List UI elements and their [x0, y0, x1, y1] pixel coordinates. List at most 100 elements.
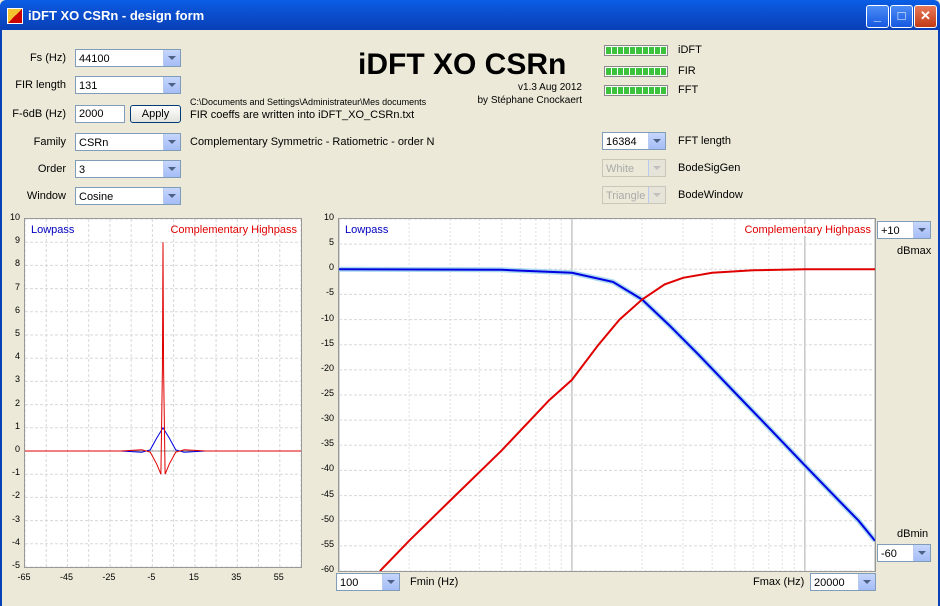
- coeffs-text: FIR coeffs are written into iDFT_XO_CSRn…: [190, 109, 415, 121]
- apply-button[interactable]: Apply: [130, 105, 181, 123]
- fir-length-value: 131: [79, 80, 98, 92]
- close-button[interactable]: ✕: [914, 5, 937, 28]
- chevron-down-icon[interactable]: [913, 222, 930, 238]
- impulse-legend-lowpass: Lowpass: [31, 224, 75, 236]
- chevron-down-icon[interactable]: [163, 161, 180, 177]
- chevron-down-icon[interactable]: [913, 545, 930, 561]
- bode-chart-svg: [338, 218, 877, 572]
- impulse-y-tick: 2: [14, 397, 20, 408]
- bode-legend-highpass: Complementary Highpass: [744, 224, 871, 236]
- minimize-button[interactable]: _: [866, 5, 889, 28]
- fmax-value: 20000: [814, 577, 845, 589]
- fmin-label: Fmin (Hz): [410, 576, 459, 588]
- bode-chart: Lowpass Complementary Highpass: [338, 218, 877, 572]
- fft-length-value: 16384: [606, 136, 637, 148]
- chevron-down-icon[interactable]: [648, 160, 665, 176]
- bodesiggen-value: White: [606, 163, 635, 175]
- family-description: Complementary Symmetric - Ratiometric - …: [190, 136, 435, 148]
- bode-y-tick: -25: [320, 388, 334, 398]
- window-combo[interactable]: Cosine: [75, 187, 181, 205]
- chevron-down-icon[interactable]: [163, 50, 180, 66]
- f6db-input[interactable]: 2000: [75, 105, 125, 123]
- bode-y-tick: -55: [320, 538, 334, 549]
- bode-y-tick: -45: [320, 488, 334, 499]
- window-title: iDFT XO CSRn - design form: [28, 8, 205, 23]
- fft-progress: [604, 85, 668, 96]
- bode-y-tick: -20: [320, 362, 334, 373]
- impulse-y-tick: -2: [11, 490, 20, 501]
- fir-length-label: FIR length: [15, 79, 66, 91]
- impulse-y-tick: -4: [11, 536, 20, 547]
- impulse-y-tick: -5: [11, 560, 20, 570]
- chevron-down-icon[interactable]: [163, 77, 180, 93]
- impulse-y-tick: 9: [14, 235, 20, 246]
- chevron-down-icon[interactable]: [382, 574, 399, 590]
- fmax-combo[interactable]: 20000: [810, 573, 876, 591]
- impulse-y-tick: 0: [14, 444, 20, 454]
- lowpass-impulse-series: [25, 426, 301, 453]
- impulse-x-tick: 15: [188, 572, 199, 582]
- impulse-chart-svg: [24, 218, 302, 568]
- order-value: 3: [79, 164, 86, 176]
- bodewindow-value: Triangle: [606, 190, 646, 202]
- order-label: Order: [37, 163, 66, 175]
- fir-progress-label: FIR: [678, 65, 696, 77]
- bode-y-tick: -40: [320, 463, 334, 474]
- fir-progress: [604, 66, 668, 77]
- family-label: Family: [33, 136, 66, 148]
- bode-y-tick: -35: [320, 438, 334, 449]
- bode-y-tick: -15: [320, 337, 334, 348]
- chevron-down-icon[interactable]: [163, 134, 180, 150]
- idft-progress-label: iDFT: [678, 44, 702, 56]
- bode-y-tick: -30: [320, 413, 334, 424]
- dbmax-value: +10: [881, 225, 900, 237]
- bode-y-tick: -10: [320, 312, 334, 323]
- bodesiggen-combo[interactable]: White: [602, 159, 666, 177]
- fft-progress-label: FFT: [678, 84, 699, 96]
- chevron-down-icon[interactable]: [648, 187, 665, 203]
- order-combo[interactable]: 3: [75, 160, 181, 178]
- impulse-x-tick: 55: [273, 572, 284, 582]
- fft-length-combo[interactable]: 16384: [602, 132, 666, 150]
- fs-combo[interactable]: 44100: [75, 49, 181, 67]
- dbmax-combo[interactable]: +10: [877, 221, 931, 239]
- impulse-chart: Lowpass Complementary Highpass: [24, 218, 302, 568]
- impulse-x-tick: -25: [102, 572, 116, 582]
- impulse-x-tick: -65: [17, 572, 31, 582]
- impulse-x-tick: -5: [147, 572, 156, 582]
- window-label: Window: [26, 190, 66, 202]
- lowpass-bode-series: [338, 268, 876, 542]
- impulse-y-tick: 7: [14, 281, 20, 292]
- fmin-value: 100: [340, 577, 359, 589]
- impulse-y-tick: 8: [14, 258, 20, 269]
- impulse-y-tick: 4: [14, 351, 20, 362]
- fir-length-combo[interactable]: 131: [75, 76, 181, 94]
- chevron-down-icon[interactable]: [648, 133, 665, 149]
- bodesiggen-label: BodeSigGen: [678, 162, 741, 174]
- impulse-x-tick: -45: [59, 572, 73, 582]
- title-bar: iDFT XO CSRn - design form _ □ ✕: [0, 0, 940, 30]
- impulse-y-tick: 6: [14, 304, 20, 315]
- bode-legend-lowpass: Lowpass: [345, 224, 389, 236]
- family-value: CSRn: [79, 137, 109, 149]
- bode-y-tick: 10: [323, 212, 334, 222]
- fs-value: 44100: [79, 53, 110, 65]
- fs-label: Fs (Hz): [29, 52, 66, 64]
- fft-length-label: FFT length: [678, 135, 731, 147]
- bodewindow-combo[interactable]: Triangle: [602, 186, 666, 204]
- family-combo[interactable]: CSRn: [75, 133, 181, 151]
- chevron-down-icon[interactable]: [163, 188, 180, 204]
- fmax-label: Fmax (Hz): [753, 576, 805, 588]
- highpass-bode-series: [379, 268, 875, 572]
- path-text: C:\Documents and Settings\Administrateur…: [190, 97, 427, 107]
- maximize-button[interactable]: □: [890, 5, 913, 28]
- chevron-down-icon[interactable]: [858, 574, 875, 590]
- dbmin-combo[interactable]: -60: [877, 544, 931, 562]
- impulse-y-tick: -1: [11, 467, 20, 478]
- bode-y-tick: 5: [328, 237, 334, 248]
- app-icon: [7, 8, 23, 24]
- bode-y-tick: 0: [328, 262, 334, 273]
- highpass-impulse-series: [25, 242, 301, 475]
- fmin-combo[interactable]: 100: [336, 573, 400, 591]
- dbmax-label: dBmax: [897, 245, 932, 257]
